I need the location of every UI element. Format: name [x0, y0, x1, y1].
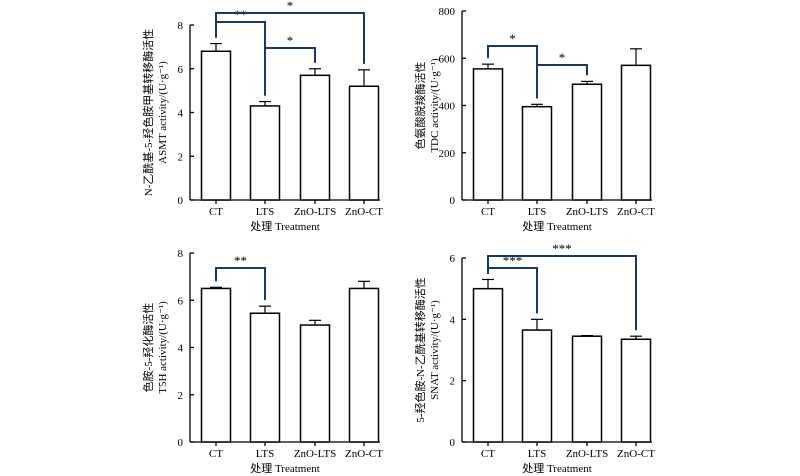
y-tick-label: 0 — [178, 437, 184, 449]
bar — [472, 287, 504, 443]
x-tick-label: ZnO-CT — [617, 448, 655, 460]
significance-label: * — [509, 31, 516, 46]
x-tick-label: ZnO-LTS — [566, 206, 608, 218]
y-tick-label: 6 — [178, 64, 184, 76]
significance-bracket — [487, 255, 637, 331]
significance-bracket — [215, 12, 365, 64]
chart-panel-snat: 0 2 4 6 CT LTS ZnO-LTS ZnO-CT 处理 Treatment 5-羟色胺-… — [413, 241, 655, 475]
x-axis-label: 处理 Treatment — [522, 462, 592, 475]
y-axis-label-en: SNAT activity/(U·g⁻¹) — [429, 300, 441, 400]
bar — [571, 83, 603, 201]
y-axis-label-en: T5H activity/(U·g⁻¹) — [157, 301, 169, 394]
bar — [571, 335, 603, 443]
y-tick-label: 400 — [439, 101, 456, 113]
x-tick-label: CT — [209, 206, 223, 218]
x-tick-label: LTS — [256, 206, 275, 218]
bar — [348, 287, 380, 443]
significance-label: ** — [234, 7, 247, 22]
bar — [299, 74, 331, 201]
x-axis-label: 处理 Treatment — [522, 220, 592, 233]
y-axis-label-en: ASMT activity/(U·g⁻¹) — [157, 61, 169, 164]
x-tick-label: LTS — [528, 448, 547, 460]
y-tick-label: 2 — [178, 151, 184, 163]
x-tick-label: ZnO-LTS — [294, 206, 336, 218]
bar — [521, 105, 553, 201]
bar — [200, 50, 232, 201]
bar — [620, 64, 652, 201]
y-tick-label: 800 — [439, 6, 456, 18]
x-tick-label: CT — [209, 448, 223, 460]
bar — [472, 68, 504, 201]
chart-panel-asmt: 0 2 4 6 8 CT LTS ZnO-LTS ZnO-CT 处理 Treatment N-乙酰基… — [141, 0, 383, 233]
x-tick-label: ZnO-LTS — [294, 448, 336, 460]
y-tick-label: 8 — [178, 20, 184, 32]
x-tick-label: ZnO-CT — [345, 206, 383, 218]
significance-label: *** — [552, 241, 572, 256]
y-tick-label: 200 — [439, 148, 456, 160]
y-tick-label: 4 — [450, 314, 456, 326]
y-tick-label: 600 — [439, 53, 456, 65]
y-tick-label: 6 — [178, 295, 184, 307]
y-tick-label: 0 — [178, 195, 184, 207]
y-axis-label-en: TDC activity/(U·g⁻¹) — [429, 58, 441, 153]
y-tick-label: 2 — [450, 376, 456, 388]
bar — [521, 329, 553, 443]
y-tick-label: 0 — [450, 195, 456, 207]
bar — [249, 312, 281, 443]
significance-bracket — [264, 47, 316, 96]
y-tick-label: 6 — [450, 253, 456, 265]
bar — [299, 324, 331, 443]
x-tick-label: ZnO-CT — [617, 206, 655, 218]
chart-panel-tdc: 0 200 400 600 800 CT LTS ZnO-LTS ZnO-CT 处理 Treatm… — [413, 6, 655, 233]
y-tick-label: 2 — [178, 390, 184, 402]
x-tick-label: CT — [481, 448, 495, 460]
significance-label: * — [287, 33, 294, 48]
significance-label: ** — [234, 253, 247, 268]
significance-label: * — [287, 0, 294, 13]
y-axis-label-cn: 色胺-5-羟化酶活性 — [141, 303, 155, 393]
bar — [620, 338, 652, 443]
x-tick-label: ZnO-LTS — [566, 448, 608, 460]
bar — [348, 85, 380, 201]
significance-bracket — [215, 267, 266, 301]
x-tick-label: ZnO-CT — [345, 448, 383, 460]
x-tick-label: LTS — [528, 206, 547, 218]
x-tick-label: LTS — [256, 448, 275, 460]
y-tick-label: 0 — [450, 437, 456, 449]
chart-panel-t5h: 0 2 4 6 8 CT LTS ZnO-LTS ZnO-CT 处理 Treatment 色胺-5-… — [141, 248, 383, 475]
bar — [249, 105, 281, 201]
significance-bracket — [536, 64, 588, 99]
y-axis-label-cn: 5-羟色胺-N-乙酰基转移酶活性 — [413, 277, 427, 422]
x-axis-label: 处理 Treatment — [250, 220, 320, 233]
significance-label: * — [559, 50, 566, 65]
x-axis-label: 处理 Treatment — [250, 462, 320, 475]
y-axis-label-cn: N-乙酰基-5-羟色胺甲基转移酶活性 — [141, 29, 155, 196]
y-axis-label-cn: 色氨酸脱羧酶活性 — [413, 62, 427, 150]
y-tick-label: 8 — [178, 248, 184, 260]
y-tick-label: 4 — [178, 108, 184, 120]
y-tick-label: 4 — [178, 343, 184, 355]
bar — [200, 287, 232, 443]
x-tick-label: CT — [481, 206, 495, 218]
